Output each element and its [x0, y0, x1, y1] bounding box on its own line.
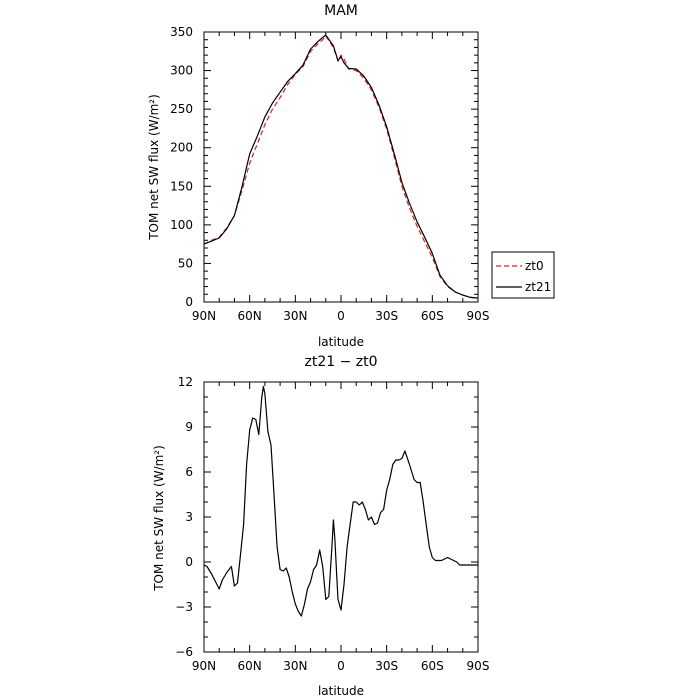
legend: zt0 zt21 [491, 251, 555, 299]
y-tick-label: 350 [170, 25, 193, 39]
series-line-difference [203, 385, 478, 617]
y-tick-label: 0 [185, 555, 193, 569]
x-tick-label: 90S [467, 309, 490, 323]
x-tick-label: 90N [192, 309, 216, 323]
x-tick-label: 30S [375, 659, 398, 673]
x-tick-label: 60N [238, 309, 262, 323]
chart-title-difference: zt21 − zt0 [304, 354, 377, 370]
x-tick-label: 60N [238, 659, 262, 673]
legend-label-zt0: zt0 [525, 259, 544, 273]
x-tick-label: 30S [375, 309, 398, 323]
x-tick-label: 90N [192, 659, 216, 673]
y-tick-label: 100 [170, 218, 193, 232]
y-tick-label: 200 [170, 141, 193, 155]
panel-mam: MAM 90N 60N 30N 0 30S 60S 90S 0 50 100 150 200 250 30… [147, 3, 555, 349]
y-tick-label: 300 [170, 64, 193, 78]
y-tick-label: 150 [170, 179, 193, 193]
y-tick-label: 6 [185, 465, 193, 479]
y-axis-label-top: TOM net SW flux (W/m²) [147, 94, 161, 241]
y-tick-label: 12 [178, 375, 193, 389]
panel-difference: zt21 − zt0 90N 60N 30N 0 30S 60S 90S −6 −3 0 3 6 9 12… [152, 354, 489, 698]
y-tick-label: 9 [185, 420, 193, 434]
y-tick-label: 250 [170, 102, 193, 116]
y-tick-label: −6 [175, 645, 193, 659]
y-tick-label: 0 [185, 295, 193, 309]
y-tick-label: 3 [185, 510, 193, 524]
x-tick-label: 60S [421, 659, 444, 673]
x-axis-label-top: latitude [318, 335, 364, 349]
y-tick-label: −3 [175, 600, 193, 614]
x-tick-label: 0 [337, 659, 345, 673]
y-tick-label: 50 [178, 256, 193, 270]
x-axis-label-bottom: latitude [318, 684, 364, 698]
x-tick-label: 60S [421, 309, 444, 323]
y-axis-label-bottom: TOM net SW flux (W/m²) [152, 445, 166, 592]
series-line-zt21 [203, 34, 479, 299]
series-line-zt0 [203, 35, 479, 299]
legend-box [491, 251, 555, 299]
x-tick-label: 30N [283, 309, 307, 323]
plot-frame [203, 31, 479, 303]
x-tick-label: 0 [337, 309, 345, 323]
plot-frame [203, 381, 479, 653]
x-tick-label: 90S [467, 659, 490, 673]
x-tick-label: 30N [283, 659, 307, 673]
chart-title-mam: MAM [324, 3, 358, 19]
legend-label-zt21: zt21 [525, 280, 551, 294]
